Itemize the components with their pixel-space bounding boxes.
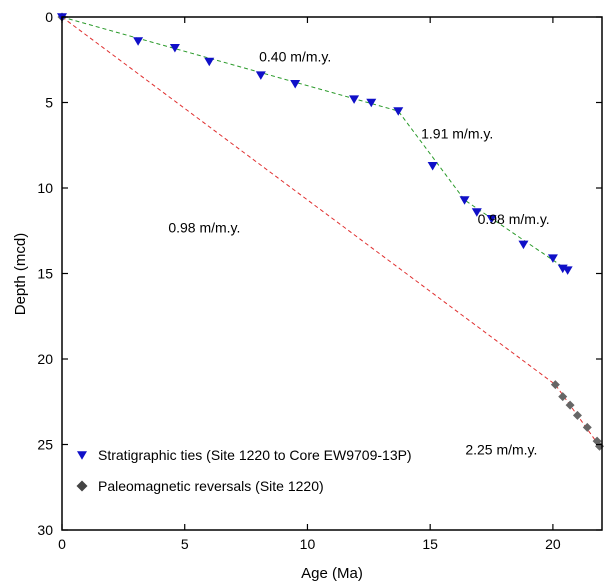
x-axis-title: Age (Ma): [301, 565, 363, 582]
x-tick-label: 20: [545, 536, 561, 552]
data-points: [57, 12, 605, 451]
stratigraphic-tie-point: [255, 71, 266, 80]
stratigraphic-tie-point: [349, 95, 360, 104]
y-tick-label: 10: [37, 180, 53, 196]
y-tick-label: 0: [45, 9, 53, 25]
y-tick-label: 20: [37, 351, 53, 367]
paleomagnetic-reversal-point: [572, 410, 582, 420]
rate-annotation: 0.98 m/m.y.: [168, 219, 240, 235]
x-tick-label: 0: [58, 536, 66, 552]
stratigraphic-tie-point: [169, 44, 180, 53]
annotations: 0.40 m/m.y. 1.91 m/m.y. 0.98 m/m.y. 0.98 m/…: [168, 48, 549, 457]
x-tick-label: 10: [300, 536, 316, 552]
trend-lines: [61, 16, 600, 447]
paleomagnetic-reversal-point: [582, 422, 592, 432]
y-axis: 0 5 10 15 20 25 30: [37, 9, 602, 538]
y-tick-label: 30: [37, 522, 53, 538]
rate-annotation: 2.25 m/m.y.: [465, 442, 537, 458]
rate-annotation: 0.40 m/m.y.: [259, 48, 331, 64]
legend-label: Paleomagnetic reversals (Site 1220): [98, 478, 324, 494]
stratigraphic-tie-point: [459, 196, 470, 205]
x-tick-label: 15: [422, 536, 438, 552]
y-tick-label: 15: [37, 266, 53, 282]
stratigraphic-tie-point: [486, 215, 497, 224]
y-axis-title: Depth (mcd): [12, 233, 29, 316]
stratigraphic-tie-point: [366, 98, 377, 108]
paleomagnetic-reversal-point: [558, 392, 568, 402]
x-tick-label: 5: [181, 536, 189, 552]
stratigraphic-tie-point: [562, 266, 573, 275]
y-tick-label: 25: [37, 437, 53, 453]
trend-line: [61, 16, 600, 447]
stratigraphic-tie-point: [518, 240, 529, 250]
rate-annotation: 0.98 m/m.y.: [478, 211, 550, 227]
stratigraphic-tie-point: [133, 37, 144, 46]
stratigraphic-tie-point: [427, 162, 438, 171]
legend-diamond-icon: [76, 480, 88, 492]
paleomagnetic-reversal-point: [565, 400, 575, 410]
rate-annotation: 1.91 m/m.y.: [421, 125, 493, 141]
stratigraphic-tie-point: [290, 79, 301, 89]
legend: Stratigraphic ties (Site 1220 to Core EW…: [76, 447, 412, 494]
x-axis: 0 5 10 15 20: [58, 17, 561, 552]
stratigraphic-tie-point: [471, 208, 482, 217]
stratigraphic-tie-point: [547, 254, 558, 263]
paleomagnetic-reversal-point: [550, 380, 560, 390]
legend-triangle-icon: [77, 451, 87, 460]
legend-label: Stratigraphic ties (Site 1220 to Core EW…: [98, 447, 412, 463]
stratigraphic-tie-point: [204, 57, 215, 67]
stratigraphic-tie-point: [393, 107, 404, 116]
y-tick-label: 5: [45, 95, 53, 111]
